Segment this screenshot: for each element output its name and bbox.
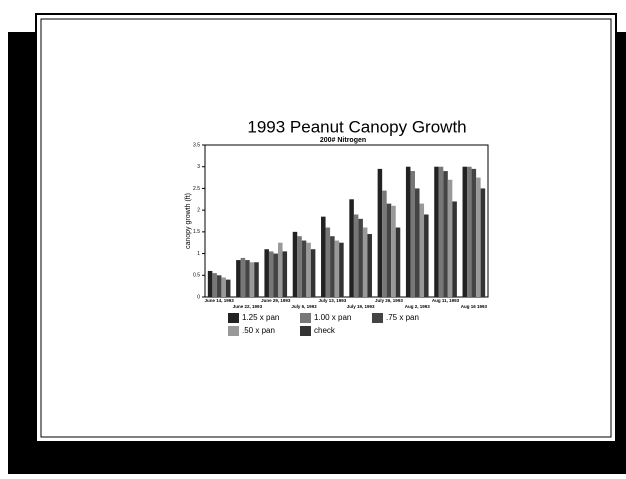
x-tick-label: Aug 2, 1993 <box>405 304 431 309</box>
legend-swatch <box>300 313 311 323</box>
x-tick-label: June 29, 1993 <box>261 298 291 303</box>
y-tick-label: 1 <box>197 251 200 257</box>
bar <box>325 227 331 297</box>
bar <box>334 240 340 297</box>
bar <box>353 214 359 297</box>
bar <box>386 203 392 297</box>
legend-swatch <box>372 313 383 323</box>
y-tick-label: 2.5 <box>193 186 200 192</box>
bar <box>339 242 344 297</box>
bar <box>424 214 429 297</box>
bar <box>330 236 335 297</box>
legend-swatch <box>228 326 239 336</box>
bar <box>212 273 217 297</box>
y-tick-label: 3.5 <box>193 142 200 148</box>
bar <box>278 242 283 297</box>
legend-label: .75 x pan <box>386 313 419 322</box>
bar <box>467 166 472 297</box>
bar <box>292 231 298 297</box>
bar <box>480 188 486 297</box>
bar <box>405 166 411 297</box>
bar <box>264 249 269 297</box>
y-tick-label: 0.5 <box>193 273 200 279</box>
plot-area <box>204 144 489 298</box>
bar <box>236 260 241 297</box>
bar <box>452 201 457 297</box>
bar <box>225 279 231 297</box>
legend-swatch <box>228 313 239 323</box>
bar <box>306 242 311 297</box>
legend-label: .50 x pan <box>242 326 275 335</box>
legend-label: 1.00 x pan <box>314 313 351 322</box>
legend-swatch <box>300 326 311 336</box>
bar <box>362 227 368 297</box>
bar <box>367 234 372 297</box>
y-tick-label: 3 <box>197 164 200 170</box>
bar <box>462 166 468 297</box>
bar <box>438 166 444 297</box>
bar <box>297 236 302 297</box>
bar <box>382 190 387 297</box>
y-tick-label: 1.5 <box>193 229 200 235</box>
bar <box>419 203 425 297</box>
bar <box>249 262 255 297</box>
x-tick-label: July 19, 1993 <box>347 304 375 309</box>
bar <box>434 166 439 297</box>
x-tick-label: June 22, 1993 <box>233 304 263 309</box>
slide-border <box>40 18 612 438</box>
x-tick-label: Aug 16 1993 <box>461 304 488 309</box>
bar <box>391 205 396 297</box>
bar <box>301 240 307 297</box>
bar <box>377 168 383 297</box>
bar <box>410 171 415 297</box>
bar <box>282 251 288 297</box>
bar <box>321 216 326 297</box>
bar <box>273 253 279 297</box>
legend-label: 1.25 x pan <box>242 313 279 322</box>
bar <box>443 171 448 297</box>
bar <box>221 277 226 297</box>
bar <box>349 199 354 297</box>
bar <box>310 249 316 297</box>
bar <box>216 275 222 297</box>
bar <box>358 218 363 297</box>
chart-title: 1993 Peanut Canopy Growth <box>247 117 466 136</box>
bar <box>240 257 246 297</box>
x-tick-label: June 14, 1993 <box>205 298 235 303</box>
y-tick-label: 0 <box>197 294 200 300</box>
bar <box>471 168 477 297</box>
bar <box>447 179 453 297</box>
chart-subtitle: 200# Nitrogen <box>320 137 366 144</box>
bar <box>254 262 259 297</box>
bar <box>476 177 481 297</box>
bar <box>207 270 213 297</box>
bar <box>414 188 420 297</box>
legend-label: check <box>314 326 336 335</box>
y-tick-label: 2 <box>197 207 200 213</box>
x-tick-label: July 26, 1993 <box>375 298 403 303</box>
x-tick-label: July 13, 1993 <box>318 298 346 303</box>
bar <box>245 260 250 297</box>
y-axis-label: canopy growth (ft) <box>185 193 192 249</box>
bar <box>395 227 401 297</box>
bar <box>268 251 274 297</box>
x-tick-label: July 6, 1993 <box>291 304 317 309</box>
x-tick-label: Aug 11, 1993 <box>432 298 460 303</box>
